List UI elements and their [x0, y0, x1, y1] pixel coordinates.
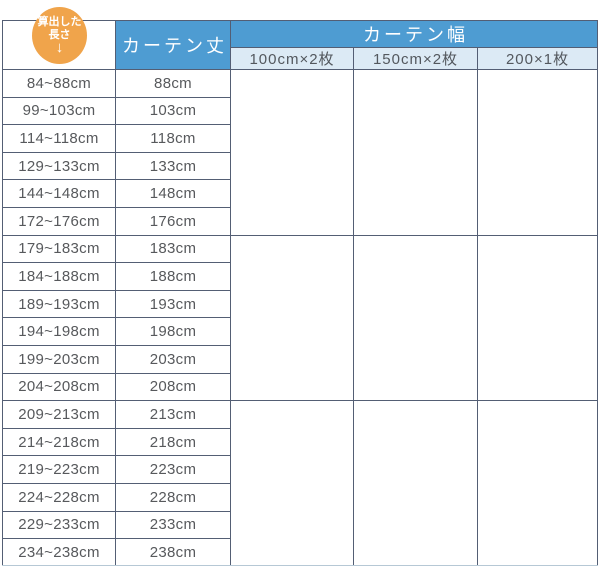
curtain-length-cell: 148cm	[115, 179, 231, 208]
table-row: 179~183cm 183cm	[2, 234, 599, 402]
curtain-width-empty-cell	[476, 69, 599, 236]
calculated-length-cell: 144~148cm	[2, 179, 116, 208]
calculated-length-cell: 199~203cm	[2, 344, 116, 374]
curtain-length-cell: 188cm	[115, 262, 231, 291]
table-row: 219~223cm 223cm	[2, 455, 598, 484]
curtain-length-cell: 238cm	[115, 538, 231, 566]
curtain-length-cell: 203cm	[115, 344, 231, 374]
calculated-length-cell: 189~193cm	[2, 289, 116, 319]
curtain-width-empty-cell	[476, 234, 599, 402]
curtain-length-cell: 118cm	[115, 124, 231, 153]
curtain-width-empty-cell	[353, 234, 478, 402]
calculated-length-cell: 172~176cm	[2, 206, 116, 236]
curtain-length-cell: 213cm	[115, 400, 231, 429]
curtain-length-cell: 208cm	[115, 372, 231, 402]
calculated-length-cell: 234~238cm	[2, 538, 116, 566]
table-row: 199~203cm 203cm	[2, 344, 598, 374]
table-body: 84~88cm 88cm 99~103cm 103cm 114~118cm 118cm 12…	[2, 69, 599, 566]
down-arrow-icon: ↓	[55, 39, 64, 56]
badge-text-line1: 算出した	[37, 16, 82, 28]
calculated-length-cell: 229~233cm	[2, 510, 116, 540]
curtain-width-empty-cell	[353, 400, 478, 566]
curtain-width-empty-cell	[230, 69, 354, 236]
calculated-length-cell: 224~228cm	[2, 482, 116, 512]
curtain-length-cell: 228cm	[115, 482, 231, 512]
calculated-length-cell: 179~183cm	[2, 234, 116, 264]
curtain-length-cell: 193cm	[115, 289, 231, 319]
badge-text-line2: 長さ	[48, 28, 71, 41]
table-row: 229~233cm 233cm	[2, 510, 598, 540]
header-row-top: カーテン丈 カーテン幅	[2, 20, 599, 70]
calculated-length-cell: 129~133cm	[2, 151, 116, 181]
curtain-length-cell: 133cm	[115, 151, 231, 181]
table-row: 209~213cm 213cm	[2, 400, 599, 566]
curtain-length-cell: 233cm	[115, 510, 231, 540]
table-row: 204~208cm 208cm	[2, 372, 598, 402]
width-option-100cm-x2: 100cm×2枚	[230, 47, 354, 70]
curtain-length-cell: 223cm	[115, 455, 231, 484]
curtain-length-cell: 218cm	[115, 427, 231, 457]
table-header: カーテン丈 カーテン幅 100cm×2枚 150cm×2枚 200×1枚	[2, 20, 599, 70]
calculated-length-badge: 算出した 長さ ↓	[32, 7, 87, 64]
table-row: 189~193cm 193cm	[2, 289, 598, 319]
curtain-length-cell: 103cm	[115, 96, 231, 126]
calculated-length-cell: 214~218cm	[2, 427, 116, 457]
curtain-width-empty-cell	[476, 400, 599, 566]
table-row: 172~176cm 176cm	[2, 206, 598, 236]
calculated-length-cell: 99~103cm	[2, 96, 116, 126]
curtain-width-empty-cell	[353, 69, 478, 236]
width-option-200-x1: 200×1枚	[476, 47, 599, 70]
table-row: 114~118cm 118cm	[2, 124, 598, 153]
table-row: 234~238cm 238cm	[2, 538, 598, 566]
curtain-width-empty-cell	[230, 234, 354, 402]
curtain-width-empty-cell	[230, 400, 354, 566]
header-row-sub: 100cm×2枚 150cm×2枚 200×1枚	[3, 47, 599, 70]
curtain-length-cell: 176cm	[115, 206, 231, 236]
calculated-length-cell: 219~223cm	[2, 455, 116, 484]
table-row: 194~198cm 198cm	[2, 317, 598, 346]
curtain-size-table: カーテン丈 カーテン幅 100cm×2枚 150cm×2枚 200×1枚 84~…	[2, 20, 599, 566]
calculated-length-cell: 194~198cm	[2, 317, 116, 346]
curtain-length-cell: 183cm	[115, 234, 231, 264]
curtain-length-cell: 198cm	[115, 317, 231, 346]
table-row: 84~88cm 88cm	[2, 69, 599, 236]
table-row: 184~188cm 188cm	[2, 262, 598, 291]
calculated-length-cell: 184~188cm	[2, 262, 116, 291]
curtain-length-header: カーテン丈	[115, 20, 231, 70]
calculated-length-cell: 204~208cm	[2, 372, 116, 402]
calculated-length-cell: 114~118cm	[2, 124, 116, 153]
calculated-length-cell: 84~88cm	[2, 69, 116, 98]
curtain-width-header: カーテン幅	[229, 20, 599, 48]
curtain-length-cell: 88cm	[115, 69, 231, 98]
table-row: 214~218cm 218cm	[2, 427, 598, 457]
calculated-length-cell: 209~213cm	[2, 400, 116, 429]
width-option-150cm-x2: 150cm×2枚	[353, 47, 478, 70]
